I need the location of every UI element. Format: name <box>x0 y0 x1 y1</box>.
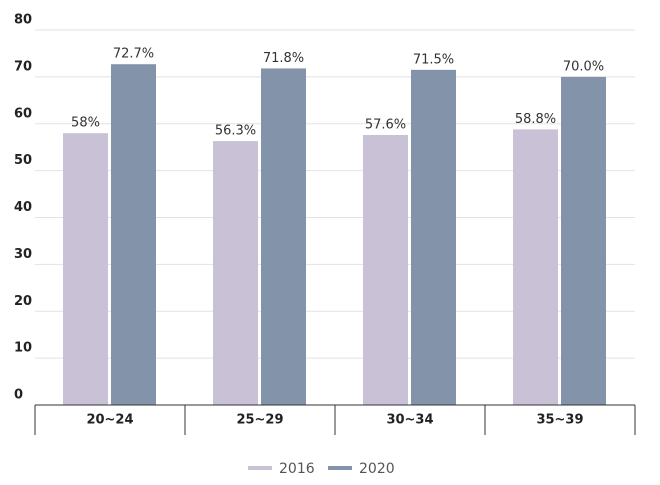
bar <box>111 64 156 405</box>
value-label: 70.0% <box>563 59 604 74</box>
value-label: 72.7% <box>113 47 154 62</box>
y-tick-label: 30 <box>14 247 32 262</box>
legend-label: 2020 <box>359 461 395 477</box>
y-tick-label: 0 <box>14 388 23 403</box>
bar <box>363 135 408 405</box>
x-tick-label: 20~24 <box>86 413 133 428</box>
value-label: 71.5% <box>413 52 454 67</box>
y-tick-label: 80 <box>14 13 32 28</box>
legend-swatch <box>248 466 272 470</box>
value-label: 58% <box>71 116 100 131</box>
bar <box>411 69 456 405</box>
y-tick-label: 70 <box>14 59 32 74</box>
bar <box>261 68 306 405</box>
value-label: 58.8% <box>515 112 556 127</box>
value-label: 71.8% <box>263 51 304 66</box>
y-tick-label: 20 <box>14 294 32 309</box>
x-tick-label: 30~34 <box>386 413 433 428</box>
y-tick-label: 10 <box>14 341 32 356</box>
value-label: 56.3% <box>215 124 256 139</box>
bar <box>63 133 108 405</box>
x-tick-label: 35~39 <box>536 413 583 428</box>
y-tick-label: 40 <box>14 200 32 215</box>
bar <box>213 141 258 405</box>
y-tick-label: 50 <box>14 153 32 168</box>
bar <box>513 129 558 405</box>
y-tick-label: 60 <box>14 106 32 121</box>
x-tick-label: 25~29 <box>236 413 283 428</box>
legend-label: 2016 <box>279 461 315 477</box>
value-label: 57.6% <box>365 118 406 133</box>
legend-swatch <box>328 466 352 470</box>
bar <box>561 76 606 405</box>
